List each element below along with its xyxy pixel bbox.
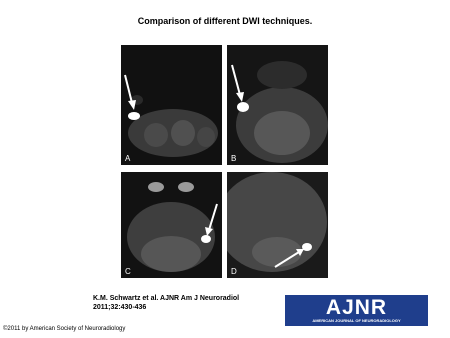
panel-label: A — [125, 154, 131, 163]
mri-image — [121, 172, 222, 278]
logo-title: AJNR — [325, 296, 388, 319]
panel-label: D — [231, 267, 237, 276]
panel-label: B — [231, 154, 237, 163]
mri-image — [217, 172, 328, 278]
mri-image — [121, 45, 222, 165]
image-panel: B — [227, 45, 328, 165]
panel-label: C — [125, 267, 131, 276]
copyright: ©2011 by American Society of Neuroradiol… — [3, 326, 126, 332]
journal-logo: AJNR AMERICAN JOURNAL OF NEURORADIOLOGY — [285, 295, 428, 326]
citation: K.M. Schwartz et al. AJNR Am J Neuroradi… — [93, 295, 240, 311]
mri-image — [227, 45, 328, 165]
logo-subtitle: AMERICAN JOURNAL OF NEURORADIOLOGY — [312, 318, 401, 323]
image-panel: A — [121, 45, 222, 165]
slide-title: Comparison of different DWI techniques. — [137, 16, 313, 26]
image-panel: D — [217, 172, 328, 278]
image-panel: C — [121, 172, 222, 278]
